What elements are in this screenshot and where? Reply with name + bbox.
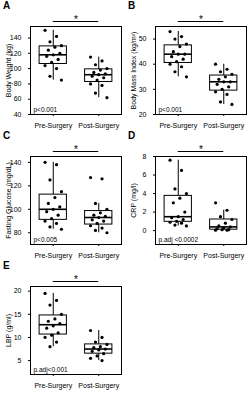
svg-text:Body Weight (kg): Body Weight (kg) bbox=[5, 44, 13, 98]
svg-text:4: 4 bbox=[143, 190, 147, 197]
svg-text:LBP (g/ml): LBP (g/ml) bbox=[5, 314, 13, 347]
svg-text:5: 5 bbox=[18, 357, 22, 364]
svg-text:140: 140 bbox=[9, 158, 22, 166]
svg-text:140: 140 bbox=[10, 34, 22, 41]
svg-text:Pre-Surgery: Pre-Surgery bbox=[34, 382, 72, 390]
svg-text:Pre-Surgery: Pre-Surgery bbox=[34, 122, 72, 130]
svg-text:2: 2 bbox=[143, 208, 147, 215]
svg-text:0: 0 bbox=[143, 227, 147, 234]
svg-text:10: 10 bbox=[14, 334, 22, 341]
svg-text:20: 20 bbox=[139, 111, 147, 118]
svg-text:30: 30 bbox=[139, 86, 147, 93]
svg-text:p<0.001: p<0.001 bbox=[34, 106, 58, 114]
svg-text:15: 15 bbox=[14, 311, 22, 318]
html-text:C: C bbox=[3, 130, 11, 141]
html-text:B: B bbox=[128, 0, 136, 11]
svg-text:60: 60 bbox=[14, 95, 22, 102]
svg-text:Pre-Surgery: Pre-Surgery bbox=[159, 122, 197, 130]
svg-text:Fasting Glucose (mg/dL): Fasting Glucose (mg/dL) bbox=[5, 162, 13, 239]
svg-text:Pre-Surgery: Pre-Surgery bbox=[159, 252, 197, 260]
svg-text:80: 80 bbox=[14, 229, 22, 236]
svg-text:p<0.005: p<0.005 bbox=[34, 236, 58, 244]
svg-text:40: 40 bbox=[139, 60, 147, 67]
svg-text:100: 100 bbox=[9, 64, 22, 72]
svg-text:p<0.001: p<0.001 bbox=[159, 106, 183, 114]
svg-text:Post-Surgery: Post-Surgery bbox=[78, 122, 119, 130]
svg-text:Post-Surgery: Post-Surgery bbox=[78, 382, 119, 390]
svg-text:8: 8 bbox=[143, 153, 147, 160]
svg-text:*: * bbox=[199, 14, 203, 25]
svg-text:Post-Surgery: Post-Surgery bbox=[78, 252, 119, 260]
svg-text:Post-Surgery: Post-Surgery bbox=[203, 122, 244, 130]
svg-text:40: 40 bbox=[14, 111, 22, 118]
svg-text:*: * bbox=[199, 144, 203, 155]
svg-text:*: * bbox=[74, 14, 78, 25]
svg-text:Post-Surgery: Post-Surgery bbox=[203, 252, 244, 260]
svg-text:p.adj<0.001: p.adj<0.001 bbox=[34, 366, 69, 374]
svg-text:Pre-Surgery: Pre-Surgery bbox=[34, 252, 72, 260]
svg-text:120: 120 bbox=[9, 49, 22, 57]
svg-text:Body Mass Index (kg/m²): Body Mass Index (kg/m²) bbox=[130, 32, 138, 110]
svg-text:p.adj <0.0002: p.adj <0.0002 bbox=[159, 236, 199, 244]
svg-text:*: * bbox=[74, 274, 78, 285]
svg-text:6: 6 bbox=[143, 171, 147, 178]
html-text:E: E bbox=[3, 260, 10, 271]
svg-text:100: 100 bbox=[9, 205, 22, 213]
svg-text:50: 50 bbox=[139, 35, 147, 42]
html-text:A: A bbox=[3, 0, 11, 11]
svg-text:20: 20 bbox=[14, 287, 22, 294]
html-text:D: D bbox=[128, 130, 136, 141]
svg-text:120: 120 bbox=[9, 182, 22, 190]
svg-text:*: * bbox=[74, 144, 78, 155]
svg-text:CRP (mg/l): CRP (mg/l) bbox=[130, 183, 138, 217]
svg-text:80: 80 bbox=[14, 80, 22, 87]
